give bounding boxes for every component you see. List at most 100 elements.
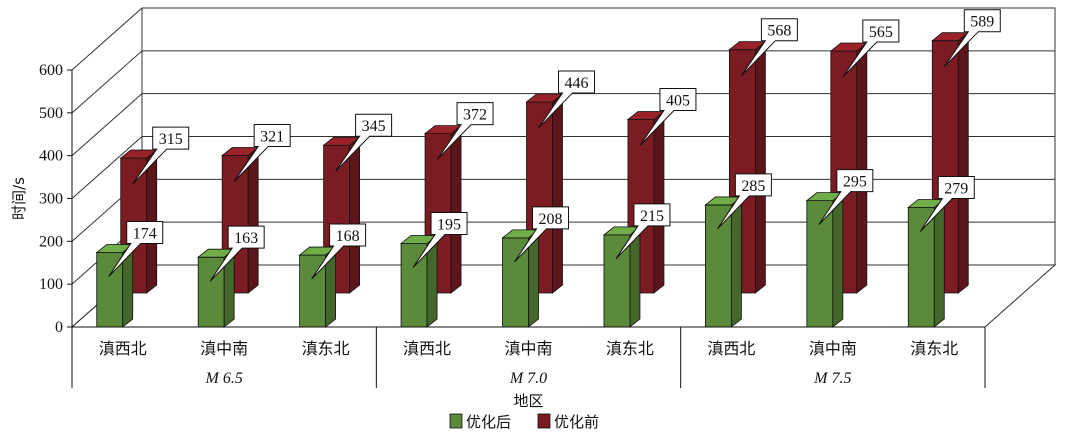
bar-before-8-side [957,31,969,294]
label-after-1-box [209,225,265,282]
group-label: M 7.5 [813,370,851,387]
label-before-3-box [436,102,494,161]
label-before-8-box [943,9,1001,68]
label-after-7-box [818,169,874,225]
bar-before-2-side [349,136,361,294]
y-axis-title: 时间/s [10,177,28,220]
legend-swatch-1 [537,413,551,429]
gridline-side [71,93,143,157]
bar-after-6 [704,196,743,328]
category-label: 滇中南 [809,339,857,358]
label-before-6-text: 568 [767,23,791,40]
label-before-6-box [740,18,798,77]
label-after-3: 195 [412,211,468,268]
bar-before-6-side [754,40,766,294]
y-tick-label: 0 [55,319,63,336]
label-before-7-box [842,19,900,78]
label-before-0-box [132,126,190,185]
y-tick-label: 500 [39,105,63,122]
bar-after-2 [298,246,337,328]
label-before-2-box [335,113,393,172]
legend-label-0: 优化后 [466,413,511,431]
y-tick-label: 400 [39,148,63,165]
bar-after-1 [197,248,236,328]
label-before-0-text: 315 [159,131,183,148]
label-before-3-text: 372 [463,107,487,124]
label-after-7-text: 295 [843,174,867,191]
bar-before-5-side [653,110,665,294]
gridline-side [71,50,143,114]
label-after-5: 215 [615,203,671,260]
label-after-2: 168 [311,223,367,280]
label-after-4: 208 [514,206,569,263]
bar-after-7 [805,191,844,328]
label-before-8-text: 589 [970,14,994,31]
category-label: 滇西北 [707,339,755,358]
y-tick-label: 600 [39,62,63,79]
label-after-5-text: 215 [640,208,664,225]
category-label: 滇中南 [200,339,248,358]
bar-after-4 [501,229,540,328]
group-label: M 6.5 [205,370,243,387]
label-after-8-box [919,175,975,232]
label-before-2-text: 345 [362,118,386,135]
label-before-4-box [538,70,595,129]
category-label: 滇西北 [99,339,147,358]
category-label: 滇西北 [403,339,451,358]
label-before-5: 405 [639,88,697,146]
label-before-6: 568 [740,18,798,77]
label-after-2-text: 168 [336,228,360,245]
label-after-5-box [615,203,671,260]
label-before-4: 446 [538,70,595,129]
legend-label-1: 优化前 [554,413,599,431]
bar-after-7-front [806,200,834,328]
x-axis-title: 地区 [513,392,543,410]
bar-after-5 [602,226,642,328]
bar-after-8-side [933,198,945,328]
label-after-4-text: 208 [539,211,563,228]
label-after-0: 174 [108,220,164,277]
y-tick-label: 300 [39,191,63,208]
bar-after-6-side [730,196,742,328]
y-tick-label: 200 [39,233,63,250]
bar-before-7-side [856,42,868,294]
label-after-7: 295 [818,169,874,225]
category-label: 滇东北 [606,339,654,358]
bar-after-3 [399,234,439,328]
label-before-0: 315 [132,126,190,185]
bar-before-4-side [552,93,563,294]
label-before-1-text: 321 [260,129,284,146]
label-after-3-text: 195 [437,216,461,233]
label-after-8: 279 [919,175,975,232]
label-after-3-box [412,211,468,268]
label-before-7-text: 565 [869,24,893,41]
bar-after-6-front [704,204,732,328]
label-after-6: 285 [716,173,772,230]
gridline-side [71,136,143,199]
bar-before-3-side [450,124,462,294]
bar-after-7-side [832,191,844,328]
label-after-8-text: 279 [944,180,968,197]
label-after-0-box [108,220,164,277]
label-after-4-box [514,206,569,263]
bar-before-8 [931,31,970,294]
bar-after-8-front [907,207,935,328]
label-after-1: 163 [209,225,265,282]
label-after-2-box [311,223,367,280]
legend-swatch-0 [449,413,463,429]
label-before-5-box [639,88,697,146]
bar-before-1-side [247,146,259,294]
category-label: 滇东北 [302,339,350,358]
label-after-6-box [716,173,772,230]
label-before-4-text: 446 [565,75,589,92]
label-before-8: 589 [943,9,1001,68]
gridline-side [71,7,143,71]
label-after-0-text: 174 [133,225,157,242]
bar-after-8 [907,198,946,328]
label-before-5-text: 405 [666,93,690,110]
label-before-1-box [233,124,291,182]
label-before-1: 321 [233,124,291,182]
category-label: 滇东北 [910,339,958,358]
